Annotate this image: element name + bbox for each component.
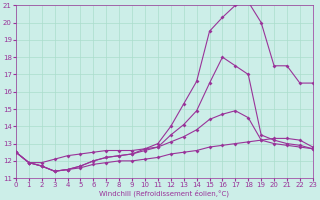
X-axis label: Windchill (Refroidissement éolien,°C): Windchill (Refroidissement éolien,°C) xyxy=(100,190,229,197)
